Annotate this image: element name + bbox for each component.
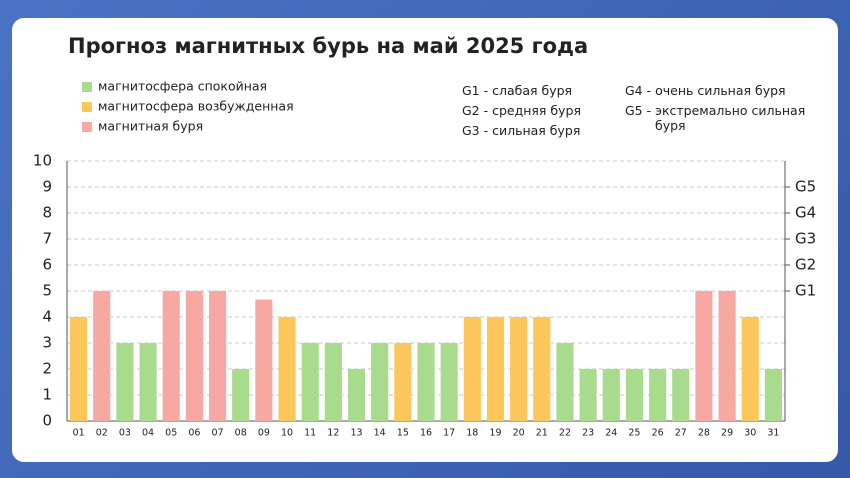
x-tick-label: 12 [327,428,339,439]
bar [556,343,574,421]
x-tick-label: 18 [466,428,478,439]
x-tick-label: 07 [212,428,224,439]
legend-label: магнитосфера возбужденная [98,99,294,114]
bar [70,317,88,421]
x-tick-label: 09 [258,428,270,439]
y-tick-label: 6 [42,256,52,274]
bar [625,369,644,421]
legend-label: магнитосфера спокойная [98,79,267,94]
bar [417,343,435,421]
x-tick-label: 02 [96,428,108,439]
bar [139,343,157,421]
y2-tick-label: G2 [795,256,816,274]
x-tick-label: 23 [582,428,594,439]
x-tick-label: 27 [675,428,687,439]
x-tick-label: 08 [235,428,247,439]
bar [116,343,134,421]
annotation: G1 - слабая буря [462,83,573,98]
x-tick-label: 01 [73,428,85,439]
bar [255,299,273,421]
x-tick-label: 19 [489,428,501,439]
bar [371,343,389,421]
x-tick-label: 13 [350,428,362,439]
x-tick-label: 04 [142,428,154,439]
bar [185,291,203,421]
bar [347,369,366,421]
x-tick-label: 25 [628,428,640,439]
bar [394,343,412,421]
x-tick-label: 28 [698,428,710,439]
y-tick-label: 0 [42,412,52,430]
bar [764,369,782,421]
x-tick-label: 20 [513,428,525,439]
bar [602,369,620,421]
bar [510,317,528,421]
y-tick-label: 7 [42,230,52,248]
legend-label: магнитная буря [98,119,203,134]
y-tick-label: 3 [42,334,52,352]
x-tick-label: 26 [652,428,664,439]
y2-tick-label: G4 [795,204,816,222]
x-tick-label: 14 [374,428,386,439]
bar [649,369,667,421]
bar [463,317,481,421]
x-tick-label: 21 [536,428,548,439]
legend-swatch [82,122,92,132]
bar [695,291,713,421]
bar [533,317,551,421]
bar [278,317,296,421]
x-tick-label: 06 [188,428,200,439]
y-tick-label: 8 [42,204,52,222]
y-tick-label: 1 [42,386,52,404]
x-tick-label: 15 [397,428,409,439]
bar [486,317,505,421]
x-tick-label: 22 [559,428,571,439]
annotation: G4 - очень сильная буря [625,83,786,98]
bar [672,369,690,421]
x-tick-label: 31 [767,428,779,439]
y2-tick-label: G1 [795,282,816,300]
x-tick-label: 16 [420,428,432,439]
y-tick-label: 2 [42,360,52,378]
annotation: G3 - сильная буря [462,123,581,138]
chart-title: Прогноз магнитных бурь на май 2025 года [68,34,588,58]
y-tick-label: 9 [42,178,52,196]
x-tick-label: 05 [165,428,177,439]
y-tick-label: 4 [42,308,52,326]
legend-swatch [82,82,92,92]
x-tick-label: 03 [119,428,131,439]
y2-tick-label: G3 [795,230,816,248]
x-tick-label: 30 [744,428,756,439]
bar [579,369,597,421]
y-tick-label: 5 [42,282,52,300]
bar [718,291,736,421]
bar [162,291,180,421]
bar [301,343,319,421]
bar [741,317,759,421]
x-tick-label: 17 [443,428,455,439]
x-tick-label: 10 [281,428,293,439]
y-tick-label: 10 [33,152,52,170]
x-tick-label: 11 [304,428,316,439]
x-tick-label: 29 [721,428,733,439]
bar [232,369,250,421]
legend-swatch [82,102,92,112]
y2-tick-label: G5 [795,178,816,196]
bar [208,291,227,421]
annotation: G5 - экстремально сильная буря [625,103,806,133]
bar [93,291,111,421]
x-tick-label: 24 [605,428,617,439]
bar [324,343,342,421]
annotation: G2 - средняя буря [462,103,581,118]
bar [440,343,458,421]
